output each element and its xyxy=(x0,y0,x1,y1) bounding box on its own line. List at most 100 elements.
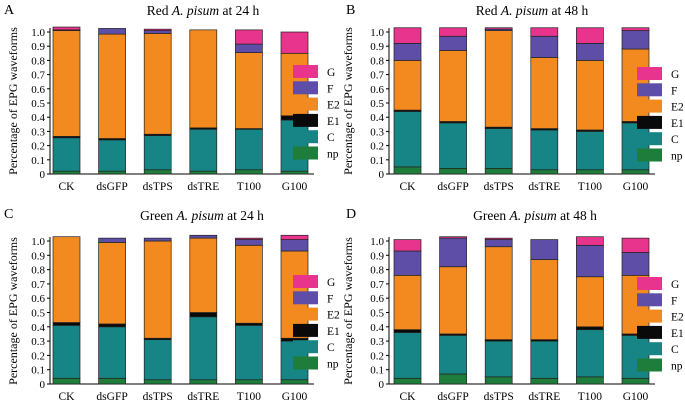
bar-segment-e2 xyxy=(484,30,513,128)
y-tick-label: 0 xyxy=(379,169,385,181)
bar-segment-np xyxy=(98,170,126,175)
bar-segment-c xyxy=(52,137,81,172)
y-axis-label: Percentage of EPG waveforms xyxy=(341,237,355,385)
bar-segment-np xyxy=(621,377,650,385)
panel-letter: D xyxy=(346,207,356,222)
x-tick-label: dsTRE xyxy=(187,391,219,403)
bar-segment-np xyxy=(621,169,650,175)
x-tick-label: dsGFP xyxy=(96,391,127,403)
bar-segment-f xyxy=(439,35,467,51)
bar-segment-e2 xyxy=(189,237,218,313)
bar-segment-c xyxy=(530,129,559,171)
bar-segment-f xyxy=(235,43,263,53)
bar-segment-c xyxy=(98,326,126,379)
x-tick-label: dsTRE xyxy=(187,181,219,193)
bar-segment-f xyxy=(98,28,126,35)
bar-segment-c xyxy=(189,128,218,172)
y-tick-label: 0 xyxy=(40,169,46,181)
bar-segment-c xyxy=(439,335,467,375)
panel-letter: B xyxy=(346,3,355,18)
bar-segment-f xyxy=(484,239,513,248)
x-tick-label: dsTRE xyxy=(528,181,560,193)
bar-segment-e2 xyxy=(189,29,218,129)
legend-swatch-c xyxy=(293,340,318,354)
legend-swatch-np xyxy=(293,356,318,370)
bar-segment-c xyxy=(52,325,81,379)
y-tick-label: 0.8 xyxy=(31,55,45,67)
bar-segment-e2 xyxy=(235,52,263,129)
y-tick-label: 0.6 xyxy=(370,293,384,305)
bar-segment-e1 xyxy=(189,312,218,318)
bar-segment-e2 xyxy=(530,259,559,341)
bar-segment-f xyxy=(576,244,604,278)
panel-d: D Green A. pisum at 48 h Percentage of E… xyxy=(341,207,684,403)
bar-segment-e2 xyxy=(98,242,126,325)
x-tick-label: G100 xyxy=(282,391,308,403)
bar-segment-g xyxy=(280,234,309,240)
y-tick-label: 0.9 xyxy=(370,41,384,53)
bar-segment-g xyxy=(280,31,309,54)
bar-segment-e2 xyxy=(530,57,559,129)
bar-segment-e2 xyxy=(439,50,467,122)
y-tick-label: 0.9 xyxy=(370,250,384,262)
y-tick-label: 0.4 xyxy=(370,112,384,124)
bar-segment-np xyxy=(484,376,513,385)
plot-area: 0 0.1 0.2 0.3 0.4 0.5 0.6 0.7 0.8 0.9 1.0 CK dsGFP ds… xyxy=(31,26,340,193)
y-tick-label: 0.2 xyxy=(370,350,384,362)
legend-label-np: np xyxy=(671,361,683,373)
bar-segment-f xyxy=(393,43,422,61)
bar-segment-np xyxy=(189,379,218,385)
bar-segment-c xyxy=(576,131,604,171)
bar-segment-c xyxy=(621,122,650,171)
bar-segment-g xyxy=(530,27,559,37)
legend-swatch-e1 xyxy=(293,323,318,337)
bar-segment-e2 xyxy=(98,33,126,139)
panel-letter: A xyxy=(4,3,15,18)
legend-label-f: F xyxy=(671,295,677,307)
y-tick-label: 0.7 xyxy=(370,279,384,291)
bar-segment-g xyxy=(576,236,604,246)
bar-segment-g xyxy=(52,26,81,31)
y-tick-label: 0.4 xyxy=(31,322,45,334)
bar-segment-np xyxy=(280,170,309,175)
bar-segment-np xyxy=(143,169,172,175)
bar-segment-e1 xyxy=(98,323,126,328)
bar-segment-g xyxy=(576,27,604,44)
legend-label-e1: E1 xyxy=(671,118,684,130)
legend-swatch-e2 xyxy=(293,307,318,321)
y-tick-label: 0.8 xyxy=(370,55,384,67)
legend-swatch-c xyxy=(293,130,318,144)
y-axis-label: Percentage of EPG waveforms xyxy=(341,27,355,175)
bar-segment-g xyxy=(143,28,172,31)
y-tick-label: 0.6 xyxy=(31,84,45,96)
bar-segment-c xyxy=(280,119,309,172)
bar-segment-f xyxy=(530,239,559,260)
x-tick-label: T100 xyxy=(578,181,603,193)
bar-segment-f xyxy=(189,234,218,239)
panel-c: C Green A. pisum at 24 h Percentage of E… xyxy=(4,207,340,403)
y-tick-label: 0.3 xyxy=(31,126,45,138)
y-tick-label: 1.0 xyxy=(370,236,384,248)
legend-label-f: F xyxy=(327,83,333,95)
legend-swatch-f xyxy=(637,83,662,97)
legend-label-e2: E2 xyxy=(327,310,340,322)
legend-label-np: np xyxy=(327,149,339,161)
y-tick-label: 0.5 xyxy=(31,98,45,110)
y-axis-label: Percentage of EPG waveforms xyxy=(6,27,20,175)
bar-segment-f xyxy=(576,43,604,61)
y-tick-label: 0.6 xyxy=(31,293,45,305)
legend-swatch-f xyxy=(293,81,318,95)
x-tick-label: dsGFP xyxy=(437,181,468,193)
legend-label-f: F xyxy=(671,85,677,97)
y-tick-label: 0.1 xyxy=(370,365,384,377)
bar-segment-c xyxy=(530,340,559,379)
legend-label-np: np xyxy=(327,359,339,371)
y-tick-label: 0.1 xyxy=(31,365,45,377)
bar-segment-np xyxy=(576,169,604,175)
y-tick-label: 0.8 xyxy=(370,265,384,277)
legend-swatch-e2 xyxy=(293,97,318,111)
legend-swatch-np xyxy=(637,358,662,372)
x-tick-label: T100 xyxy=(237,181,262,193)
x-tick-label: G100 xyxy=(623,181,649,193)
legend-label-e2: E2 xyxy=(671,312,684,324)
